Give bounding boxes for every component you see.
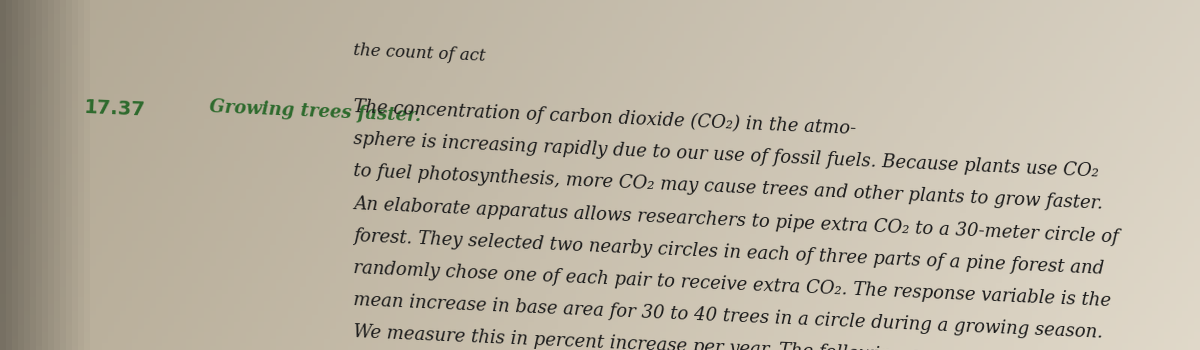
Text: sphere is increasing rapidly due to our use of fossil fuels. Because plants use : sphere is increasing rapidly due to our …: [353, 130, 1099, 181]
Text: randomly chose one of each pair to receive extra CO₂. The response variable is t: randomly chose one of each pair to recei…: [353, 259, 1111, 310]
Text: 17.37: 17.37: [83, 98, 145, 120]
Text: Growing trees faster.: Growing trees faster.: [209, 98, 421, 125]
Text: mean increase in base area for 30 to 40 trees in a circle during a growing seaso: mean increase in base area for 30 to 40 …: [353, 291, 1104, 342]
Text: forest. They selected two nearby circles in each of three parts of a pine forest: forest. They selected two nearby circles…: [353, 227, 1105, 278]
Text: We measure this in percent increase per year. The following are one year’s data.: We measure this in percent increase per …: [353, 323, 1114, 350]
Text: The concentration of carbon dioxide (CO₂) in the atmo-: The concentration of carbon dioxide (CO₂…: [353, 98, 857, 138]
Text: An elaborate apparatus allows researchers to pipe extra CO₂ to a 30-meter circle: An elaborate apparatus allows researcher…: [353, 195, 1120, 246]
Text: the count of act: the count of act: [353, 42, 486, 65]
Text: to fuel photosynthesis, more CO₂ may cause trees and other plants to grow faster: to fuel photosynthesis, more CO₂ may cau…: [353, 162, 1104, 213]
